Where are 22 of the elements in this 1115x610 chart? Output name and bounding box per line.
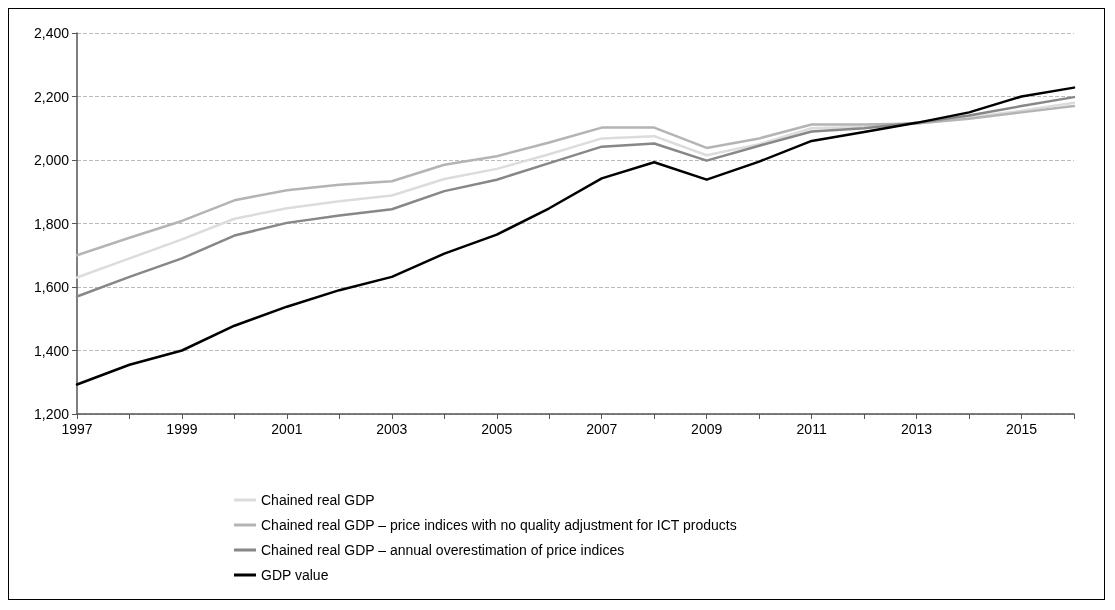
y-tick-label: 1,200	[33, 406, 70, 422]
line-series	[75, 86, 1076, 386]
x-tick-label: 2009	[691, 421, 723, 437]
legend-label: Chained real GDP	[261, 492, 375, 508]
legend-label: Chained real GDP – annual overestimation of price indices	[261, 542, 625, 558]
y-tick-label: 2,000	[33, 152, 70, 168]
x-tick-label: 2003	[376, 421, 408, 437]
x-tick-label: 2005	[481, 421, 513, 437]
x-tick-label: 2001	[271, 421, 303, 437]
y-tick-label: 2,400	[33, 25, 70, 41]
y-tick-label: 1,600	[33, 279, 70, 295]
y-tick-label: 1,800	[33, 215, 70, 232]
x-tick-label: 2013	[901, 421, 933, 437]
y-tick-label: 2,200	[33, 88, 70, 105]
legend-label: Chained real GDP – price indices with no quality adjustment for ICT products	[261, 517, 737, 533]
x-tick-label: 1999	[166, 421, 198, 437]
x-tick-label: 2015	[1005, 421, 1038, 437]
x-tick-label: 2007	[586, 421, 618, 437]
x-tick-label: 2011	[796, 421, 827, 437]
legend-label: GDP value	[261, 567, 329, 583]
y-tick-label: 1,400	[33, 342, 70, 359]
x-tick-label: 1997	[61, 421, 93, 437]
